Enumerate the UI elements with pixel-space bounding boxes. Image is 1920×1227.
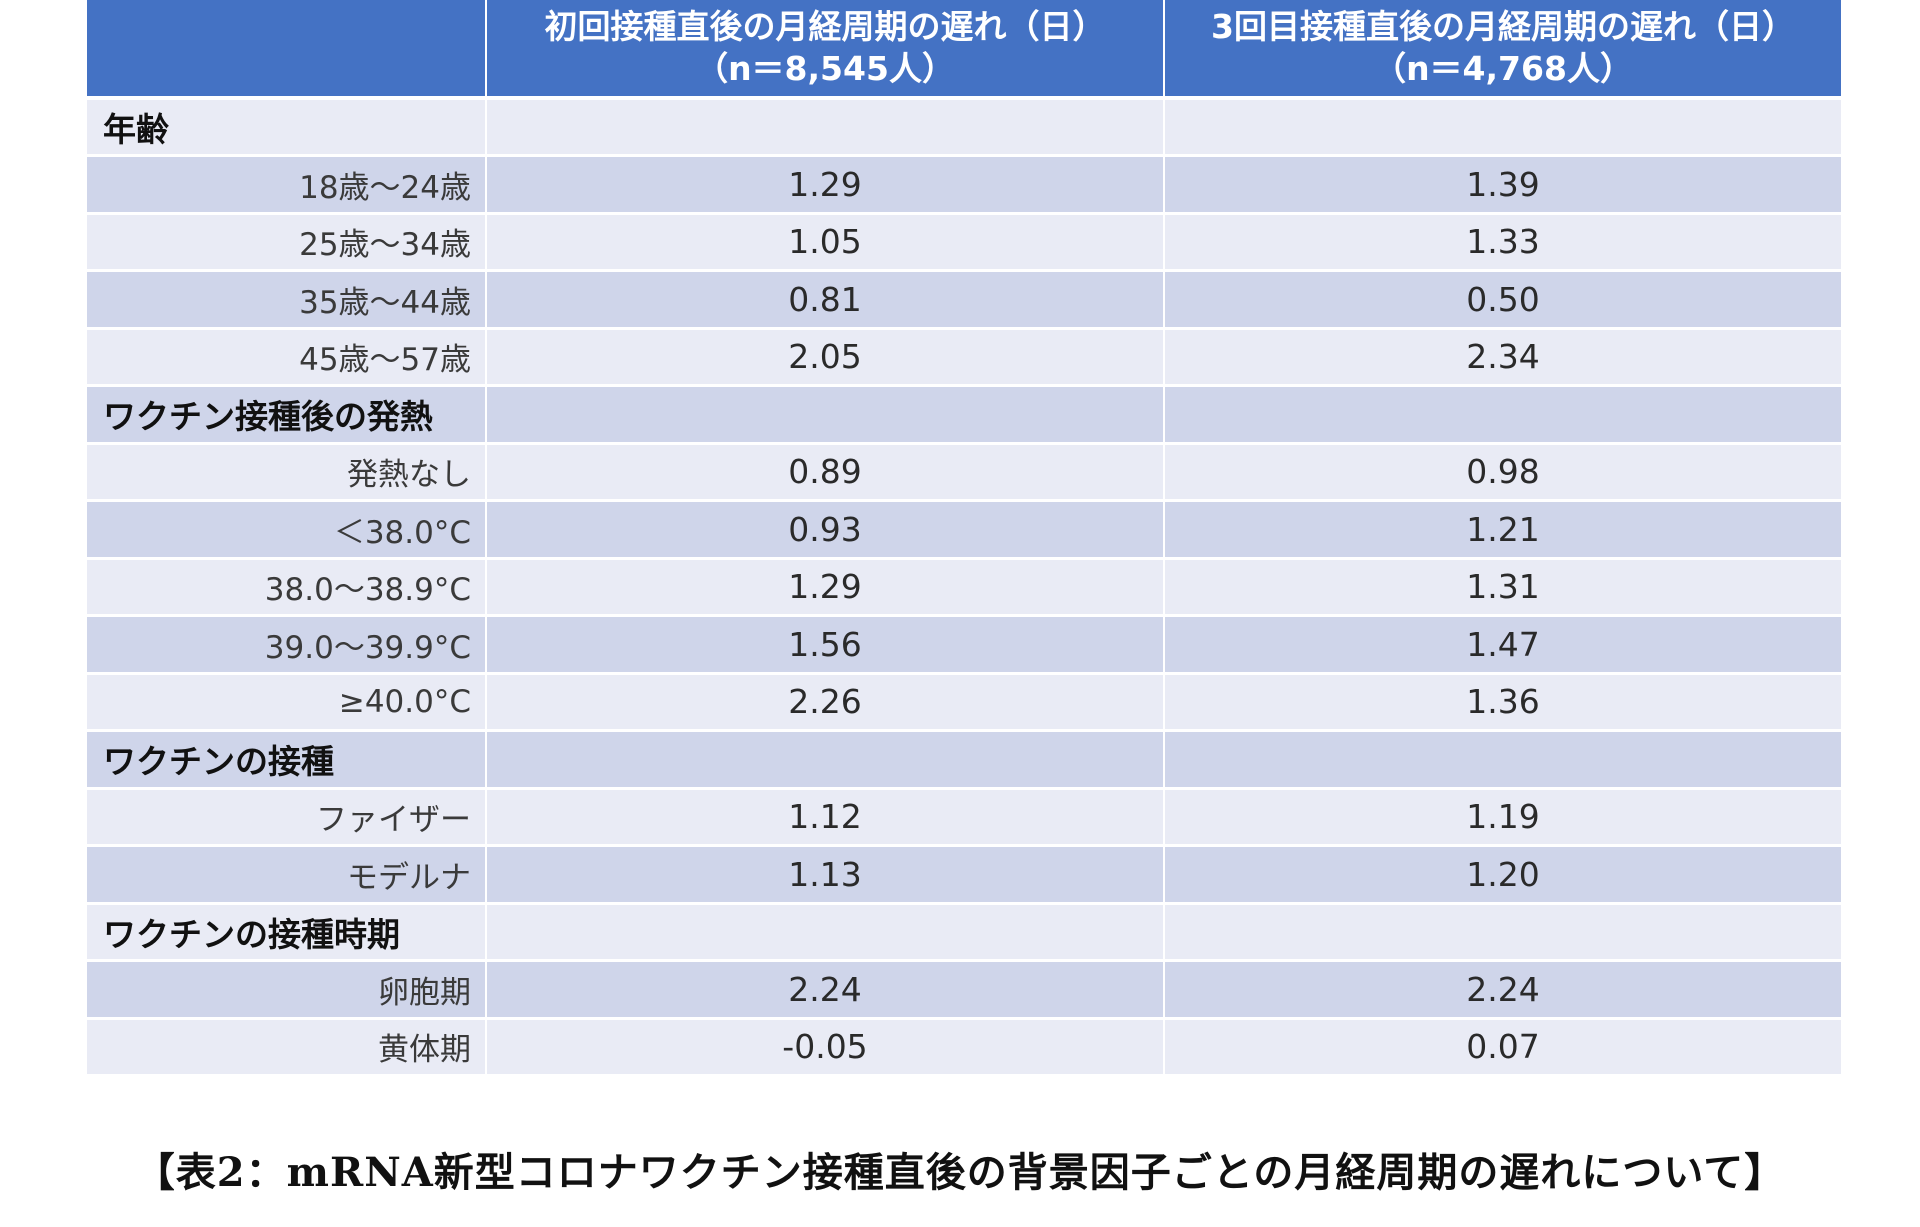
- row-label: 38.0〜38.9°C: [87, 558, 487, 617]
- third-dose-value: 1.31: [1164, 558, 1841, 617]
- table-row: ＜38.0°C 0.93 1.21: [87, 500, 1841, 560]
- row-label: 45歳〜57歳: [87, 328, 487, 387]
- row-label: 35歳〜44歳: [87, 270, 487, 330]
- row-label: ＜38.0°C: [87, 500, 487, 560]
- row-label: 黄体期: [87, 1018, 487, 1077]
- third-dose-value: 1.33: [1164, 213, 1841, 272]
- header-first-dose: 初回接種直後の月経周期の遅れ（日） （n＝8,545人）: [486, 0, 1165, 100]
- row-label: 卵胞期: [87, 960, 487, 1020]
- third-dose-value: 1.20: [1164, 845, 1841, 905]
- table-body: 年齢 18歳〜24歳 1.29 1.39 25歳〜34歳 1.05 1.33 35歳〜44歳 0…: [87, 98, 1841, 1077]
- table-row: 黄体期 -0.05 0.07: [87, 1018, 1841, 1077]
- first-dose-value: 0.93: [486, 500, 1165, 560]
- empty-cell: [1164, 730, 1841, 790]
- table-row: 39.0〜39.9°C 1.56 1.47: [87, 615, 1841, 675]
- group-row: ワクチン接種後の発熱: [87, 385, 1841, 445]
- row-label: 18歳〜24歳: [87, 155, 487, 215]
- table-row: ファイザー 1.12 1.19: [87, 788, 1841, 847]
- first-dose-value: 1.29: [486, 558, 1165, 617]
- header-third-dose: 3回目接種直後の月経周期の遅れ（日） （n＝4,768人）: [1164, 0, 1841, 100]
- empty-cell: [1164, 385, 1841, 445]
- first-dose-value: 1.13: [486, 845, 1165, 905]
- group-label: 年齢: [87, 98, 487, 157]
- table-row: 38.0〜38.9°C 1.29 1.31: [87, 558, 1841, 617]
- row-label: ファイザー: [87, 788, 487, 847]
- empty-cell: [486, 903, 1165, 962]
- third-dose-value: 1.19: [1164, 788, 1841, 847]
- data-table: 初回接種直後の月経周期の遅れ（日） （n＝8,545人） 3回目接種直後の月経周…: [87, 0, 1841, 1077]
- third-dose-value: 0.50: [1164, 270, 1841, 330]
- third-dose-value: 0.98: [1164, 443, 1841, 502]
- table-caption: 【表2：mRNA新型コロナワクチン接種直後の背景因子ごとの月経周期の遅れについて…: [134, 1149, 1786, 1196]
- group-row: ワクチンの接種時期: [87, 903, 1841, 962]
- first-dose-value: -0.05: [486, 1018, 1165, 1077]
- first-dose-value: 1.05: [486, 213, 1165, 272]
- group-label: ワクチンの接種: [87, 730, 487, 790]
- empty-cell: [1164, 98, 1841, 157]
- third-dose-value: 1.36: [1164, 673, 1841, 732]
- header-first-dose-line2: （n＝8,545人）: [695, 49, 955, 88]
- first-dose-value: 0.81: [486, 270, 1165, 330]
- table-row: 35歳〜44歳 0.81 0.50: [87, 270, 1841, 330]
- table-row: 18歳〜24歳 1.29 1.39: [87, 155, 1841, 215]
- first-dose-value: 1.29: [486, 155, 1165, 215]
- third-dose-value: 2.24: [1164, 960, 1841, 1020]
- group-row: ワクチンの接種: [87, 730, 1841, 790]
- table-row: 45歳〜57歳 2.05 2.34: [87, 328, 1841, 387]
- row-label: 発熱なし: [87, 443, 487, 502]
- first-dose-value: 1.56: [486, 615, 1165, 675]
- first-dose-value: 0.89: [486, 443, 1165, 502]
- first-dose-value: 2.26: [486, 673, 1165, 732]
- first-dose-value: 1.12: [486, 788, 1165, 847]
- table-row: 発熱なし 0.89 0.98: [87, 443, 1841, 502]
- header-first-dose-line1: 初回接種直後の月経周期の遅れ（日）: [544, 7, 1106, 46]
- table-row: 25歳〜34歳 1.05 1.33: [87, 213, 1841, 272]
- header-third-dose-line2: （n＝4,768人）: [1373, 49, 1633, 88]
- row-label: モデルナ: [87, 845, 487, 905]
- table-header-row: 初回接種直後の月経周期の遅れ（日） （n＝8,545人） 3回目接種直後の月経周…: [87, 0, 1841, 100]
- empty-cell: [1164, 903, 1841, 962]
- table-row: 卵胞期 2.24 2.24: [87, 960, 1841, 1020]
- empty-cell: [486, 98, 1165, 157]
- row-label: ≥40.0°C: [87, 673, 487, 732]
- group-label: ワクチンの接種時期: [87, 903, 487, 962]
- third-dose-value: 0.07: [1164, 1018, 1841, 1077]
- empty-cell: [486, 730, 1165, 790]
- row-label: 25歳〜34歳: [87, 213, 487, 272]
- table-row: モデルナ 1.13 1.20: [87, 845, 1841, 905]
- table-row: ≥40.0°C 2.26 1.36: [87, 673, 1841, 732]
- group-row: 年齢: [87, 98, 1841, 157]
- third-dose-value: 1.47: [1164, 615, 1841, 675]
- empty-cell: [486, 385, 1165, 445]
- row-label: 39.0〜39.9°C: [87, 615, 487, 675]
- header-third-dose-line1: 3回目接種直後の月経周期の遅れ（日）: [1211, 7, 1795, 46]
- third-dose-value: 1.39: [1164, 155, 1841, 215]
- group-label: ワクチン接種後の発熱: [87, 385, 487, 445]
- first-dose-value: 2.05: [486, 328, 1165, 387]
- first-dose-value: 2.24: [486, 960, 1165, 1020]
- third-dose-value: 2.34: [1164, 328, 1841, 387]
- third-dose-value: 1.21: [1164, 500, 1841, 560]
- header-blank-cell: [87, 0, 487, 100]
